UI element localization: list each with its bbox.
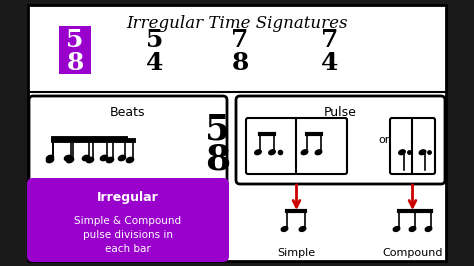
Text: 5: 5: [205, 113, 231, 147]
Text: 7: 7: [321, 28, 339, 52]
Text: 8: 8: [66, 51, 84, 75]
Ellipse shape: [82, 155, 90, 161]
FancyBboxPatch shape: [28, 5, 446, 261]
Ellipse shape: [46, 157, 54, 163]
Ellipse shape: [127, 157, 134, 163]
Ellipse shape: [66, 157, 73, 163]
Text: 8: 8: [205, 143, 230, 177]
FancyBboxPatch shape: [236, 96, 445, 184]
Ellipse shape: [409, 227, 416, 231]
Text: 7: 7: [231, 28, 249, 52]
FancyBboxPatch shape: [390, 118, 435, 174]
Ellipse shape: [299, 227, 306, 231]
Ellipse shape: [46, 155, 54, 161]
Text: Irregular: Irregular: [97, 192, 159, 205]
Text: 4: 4: [146, 51, 164, 75]
Ellipse shape: [281, 227, 288, 231]
Text: Simple: Simple: [277, 248, 316, 258]
Ellipse shape: [393, 227, 400, 231]
FancyBboxPatch shape: [29, 96, 227, 184]
Text: Beats: Beats: [110, 106, 146, 118]
Ellipse shape: [269, 150, 275, 155]
Ellipse shape: [106, 157, 114, 163]
Ellipse shape: [399, 150, 405, 155]
FancyBboxPatch shape: [246, 118, 347, 174]
Text: Pulse: Pulse: [324, 106, 357, 118]
Text: 5: 5: [146, 28, 164, 52]
Ellipse shape: [301, 150, 308, 155]
Ellipse shape: [64, 155, 72, 161]
Ellipse shape: [425, 227, 432, 231]
Text: 8: 8: [231, 51, 249, 75]
Ellipse shape: [100, 155, 108, 161]
Ellipse shape: [118, 155, 126, 161]
FancyBboxPatch shape: [27, 178, 229, 262]
Text: or: or: [378, 135, 390, 145]
Text: Compound: Compound: [382, 248, 443, 258]
Ellipse shape: [255, 150, 261, 155]
Ellipse shape: [315, 150, 322, 155]
Text: Irregular Time Signatures: Irregular Time Signatures: [126, 15, 348, 31]
Text: 4: 4: [321, 51, 339, 75]
Text: Simple & Compound
pulse divisions in
each bar: Simple & Compound pulse divisions in eac…: [74, 216, 182, 254]
Text: 5: 5: [66, 28, 84, 52]
Ellipse shape: [86, 157, 94, 163]
FancyBboxPatch shape: [59, 26, 91, 74]
Ellipse shape: [419, 150, 426, 155]
